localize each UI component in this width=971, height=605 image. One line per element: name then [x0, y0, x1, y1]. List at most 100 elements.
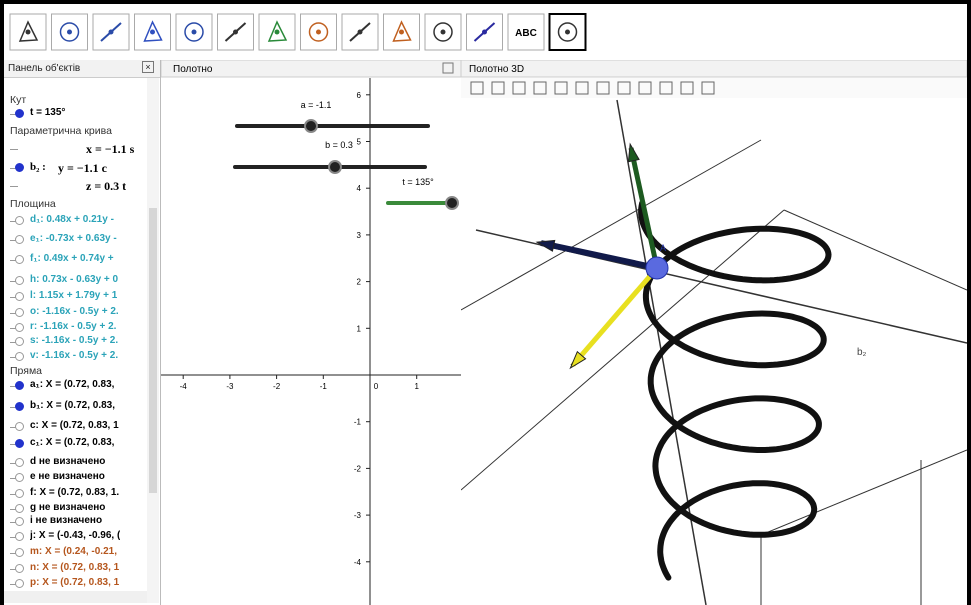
- tree-line: [10, 463, 18, 464]
- tree-line: [10, 313, 18, 314]
- tool-icon-dot: [233, 29, 238, 35]
- object-row: p: X = (0.72, 0.83, 1: [30, 577, 120, 588]
- tree-line: [10, 509, 18, 510]
- close-button[interactable]: ×: [142, 61, 154, 73]
- y-tick-label: 6: [357, 91, 362, 100]
- object-row: a₁: X = (0.72, 0.83,: [30, 379, 115, 390]
- visibility-toggle: [15, 235, 24, 244]
- slider-knob[interactable]: [304, 119, 318, 133]
- tree-line: [10, 297, 18, 298]
- x-tick-label: -3: [226, 382, 234, 391]
- view-tool[interactable]: [512, 81, 526, 95]
- tool-icon: [184, 22, 204, 42]
- group-header: Площина: [10, 198, 56, 210]
- visibility-toggle: [15, 255, 24, 264]
- slider-label: b = 0.3: [325, 140, 353, 150]
- visibility-toggle: [15, 579, 24, 588]
- tool-icon-dot: [191, 29, 197, 35]
- view-title: Полотно 3D: [469, 64, 524, 75]
- y-tick-label: -3: [354, 511, 362, 520]
- view-tool[interactable]: [659, 81, 673, 95]
- view-tool[interactable]: [470, 81, 484, 95]
- arrow-head: [569, 350, 587, 370]
- x-tick-label: 1: [414, 382, 419, 391]
- panel-header: Панель об'єктів ×: [4, 60, 160, 78]
- close-button[interactable]: [442, 62, 454, 74]
- object-row: g не визначено: [30, 502, 106, 513]
- tree-line: [10, 444, 18, 445]
- panel-title: Панель об'єктів: [8, 63, 81, 74]
- helix-curve: [638, 200, 832, 581]
- object-row: e₁: -0.73x + 0.63y -: [30, 233, 117, 244]
- tool-button[interactable]: [466, 13, 503, 51]
- y-tick-label: -1: [354, 418, 362, 427]
- object-row: z = 0.3 t: [86, 179, 127, 193]
- toolbar: ABC: [9, 13, 587, 51]
- tree-line: [10, 553, 18, 554]
- tool-icon-dot: [399, 29, 404, 35]
- point-a[interactable]: [645, 256, 669, 280]
- tree-line: [10, 522, 18, 523]
- tool-icon: [557, 22, 578, 42]
- tree-line: [10, 478, 18, 479]
- view-tool[interactable]: [638, 81, 652, 95]
- visibility-toggle: [15, 532, 24, 541]
- y-tick-label: 1: [357, 324, 362, 333]
- view-tool[interactable]: [554, 81, 568, 95]
- visibility-toggle: [15, 548, 24, 557]
- scene-line: [461, 139, 762, 311]
- frame: [967, 0, 971, 605]
- view-tool[interactable]: [596, 81, 610, 95]
- tool-icon: [308, 22, 329, 42]
- object-row: m: X = (0.24, -0.21,: [30, 546, 117, 557]
- view-tool[interactable]: [701, 81, 715, 95]
- visibility-toggle: [15, 337, 24, 346]
- graphics-view: Полотно -4 -3 -2 -1 0 1 6 5 4 3 2 1 -1 -2 -3 -4 a = -1.1 b…: [161, 60, 461, 605]
- scrollbar[interactable]: [147, 78, 159, 603]
- view-tool[interactable]: [533, 81, 547, 95]
- scene-line: [783, 209, 967, 291]
- object-row: x = −1.1 s: [86, 142, 135, 156]
- x-tick-label: -4: [180, 382, 188, 391]
- arrow-head: [535, 239, 556, 252]
- frame: [0, 0, 4, 605]
- slider-knob[interactable]: [445, 196, 459, 210]
- slider-knob[interactable]: [328, 160, 342, 174]
- tool-icon: [143, 20, 163, 42]
- slider-label: a = -1.1: [301, 100, 332, 110]
- view-tool[interactable]: [575, 81, 589, 95]
- point-label: A: [660, 243, 666, 253]
- object-row: e не визначено: [30, 471, 105, 482]
- view-tool[interactable]: [680, 81, 694, 95]
- tree-line: [10, 260, 18, 261]
- visibility-toggle: [15, 163, 24, 172]
- tool-icon-dot: [565, 29, 570, 35]
- object-row: r: -1.16x - 0.5y + 2.: [30, 321, 117, 332]
- tool-icon-dot: [150, 29, 155, 35]
- tree-line: [10, 186, 18, 187]
- object-row: c: X = (0.72, 0.83, 1: [30, 420, 119, 431]
- object-row: y = −1.1 c: [58, 161, 108, 175]
- tree-line: [10, 386, 18, 387]
- object-row: h: 0.73x - 0.63y + 0: [30, 274, 119, 285]
- y-tick-label: 2: [357, 278, 362, 287]
- tool-icon: [433, 22, 453, 42]
- visibility-toggle: [15, 517, 24, 526]
- tool-text: ABC: [515, 28, 537, 39]
- tool-icon-dot: [440, 29, 446, 35]
- tool-icon: [392, 20, 412, 42]
- tree-line: [10, 407, 18, 408]
- tool-button[interactable]: [51, 13, 88, 51]
- view-tool[interactable]: [491, 81, 505, 95]
- y-tick-label: 5: [357, 138, 362, 147]
- x-tick-label: -2: [273, 382, 281, 391]
- object-row: c₁: X = (0.72, 0.83,: [30, 437, 115, 448]
- view-tool[interactable]: [617, 81, 631, 95]
- scroll-thumb[interactable]: [149, 208, 157, 493]
- visibility-toggle: [15, 292, 24, 301]
- scene-line: [571, 266, 659, 367]
- tool-button[interactable]: [507, 13, 545, 51]
- object-row: s: -1.16x - 0.5y + 2.: [30, 335, 119, 346]
- tree-line: [10, 221, 18, 222]
- tree-line: [10, 569, 18, 570]
